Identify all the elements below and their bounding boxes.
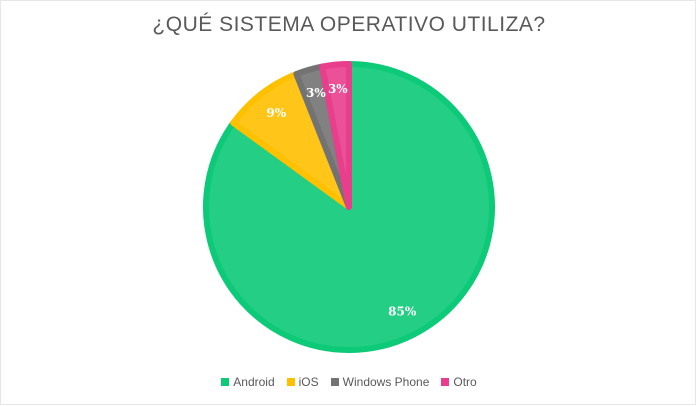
pie-data-labels: 85% 9% 3% 3% xyxy=(266,82,417,319)
legend-swatch-ios xyxy=(286,378,295,386)
legend-label-windows-phone: Windows Phone xyxy=(342,375,430,389)
data-label-android: 85% xyxy=(388,304,417,318)
legend-swatch-windows-phone xyxy=(330,378,339,386)
data-label-windows-phone: 3% xyxy=(306,86,326,100)
legend-label-android: Android xyxy=(233,375,275,389)
legend-label-otro: Otro xyxy=(453,375,477,389)
legend-swatch-android xyxy=(221,378,230,386)
legend-item-windows-phone: Windows Phone xyxy=(330,375,430,389)
pie-slices xyxy=(203,61,495,353)
legend-item-android: Android xyxy=(221,375,275,389)
data-label-ios: 9% xyxy=(266,106,286,120)
pie-slice-android xyxy=(203,61,495,353)
legend-item-otro: Otro xyxy=(441,375,477,389)
legend-item-ios: iOS xyxy=(286,375,319,389)
legend-swatch-otro xyxy=(441,378,450,386)
legend: Android iOS Windows Phone Otro xyxy=(1,375,696,389)
legend-label-ios: iOS xyxy=(298,375,319,389)
chart-title: ¿QUÉ SISTEMA OPERATIVO UTILIZA? xyxy=(152,13,546,36)
pie-slice-otro xyxy=(319,61,352,210)
data-label-otro: 3% xyxy=(328,82,348,96)
